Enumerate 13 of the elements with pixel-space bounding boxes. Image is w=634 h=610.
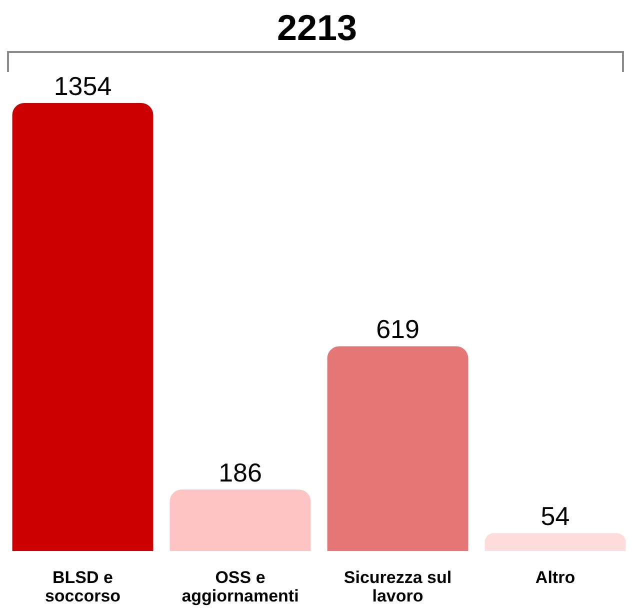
- x-tick-label: Altro: [535, 568, 576, 588]
- bar: [484, 533, 626, 551]
- bar: [12, 103, 154, 551]
- bar: [327, 346, 468, 551]
- x-tick-label: Sicurezza sul lavoro: [344, 568, 452, 606]
- x-tick-label: OSS e aggiornamenti: [182, 568, 299, 606]
- chart-title: 2213: [276, 6, 358, 50]
- x-tick-label: BLSD e soccorso: [44, 568, 121, 606]
- data-label: 619: [376, 314, 420, 344]
- data-label: 186: [218, 457, 262, 488]
- data-label: 1354: [54, 71, 112, 101]
- data-label: 54: [540, 501, 570, 532]
- bar: [170, 489, 311, 551]
